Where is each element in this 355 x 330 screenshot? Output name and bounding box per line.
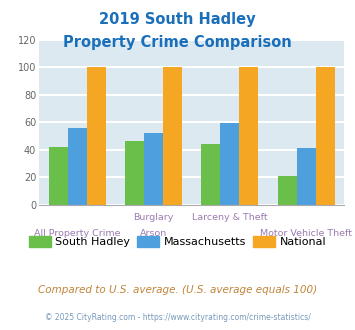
Bar — [297, 148, 316, 205]
Text: Larceny & Theft: Larceny & Theft — [192, 213, 268, 222]
Legend: South Hadley, Massachusetts, National: South Hadley, Massachusetts, National — [24, 232, 331, 252]
Text: 2019 South Hadley: 2019 South Hadley — [99, 12, 256, 26]
Bar — [87, 67, 106, 205]
Bar — [220, 123, 239, 205]
Bar — [49, 147, 68, 205]
Text: All Property Crime: All Property Crime — [34, 229, 120, 238]
Text: Burglary: Burglary — [133, 213, 174, 222]
Text: Motor Vehicle Theft: Motor Vehicle Theft — [260, 229, 352, 238]
Bar — [201, 144, 220, 205]
Bar — [278, 176, 297, 205]
Bar — [68, 128, 87, 205]
Bar — [125, 141, 144, 205]
Text: Compared to U.S. average. (U.S. average equals 100): Compared to U.S. average. (U.S. average … — [38, 285, 317, 295]
Bar — [163, 67, 182, 205]
Text: © 2025 CityRating.com - https://www.cityrating.com/crime-statistics/: © 2025 CityRating.com - https://www.city… — [45, 313, 310, 322]
Bar — [144, 133, 163, 205]
Text: Arson: Arson — [140, 229, 167, 238]
Bar — [316, 67, 335, 205]
Bar — [239, 67, 258, 205]
Text: Property Crime Comparison: Property Crime Comparison — [63, 35, 292, 50]
